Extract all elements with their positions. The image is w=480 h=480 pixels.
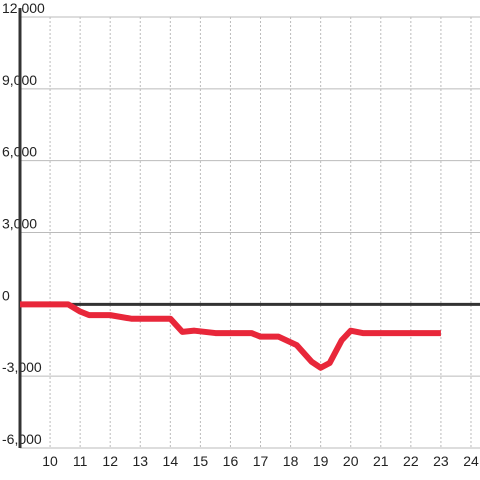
x-tick-label: 17 (253, 453, 269, 469)
x-tick-label: 16 (223, 453, 239, 469)
x-tick-label: 21 (373, 453, 389, 469)
x-tick-label: 19 (313, 453, 329, 469)
x-tick-label: 20 (343, 453, 359, 469)
x-tick-label: 24 (463, 453, 479, 469)
x-tick-label: 11 (73, 453, 88, 469)
data-line (20, 301, 441, 371)
y-tick-label: -3,000 (2, 359, 42, 375)
y-tick-label: -6,000 (2, 431, 42, 447)
x-tick-label: 13 (132, 453, 148, 469)
x-tick-label: 18 (283, 453, 299, 469)
x-tick-label: 23 (433, 453, 449, 469)
x-tick-label: 10 (42, 453, 58, 469)
x-tick-label: 14 (163, 453, 179, 469)
y-tick-label: 0 (2, 287, 10, 303)
x-tick-label: 15 (193, 453, 209, 469)
x-tick-label: 22 (403, 453, 419, 469)
y-tick-label: 12,000 (2, 0, 45, 16)
x-tick-label: 12 (102, 453, 118, 469)
